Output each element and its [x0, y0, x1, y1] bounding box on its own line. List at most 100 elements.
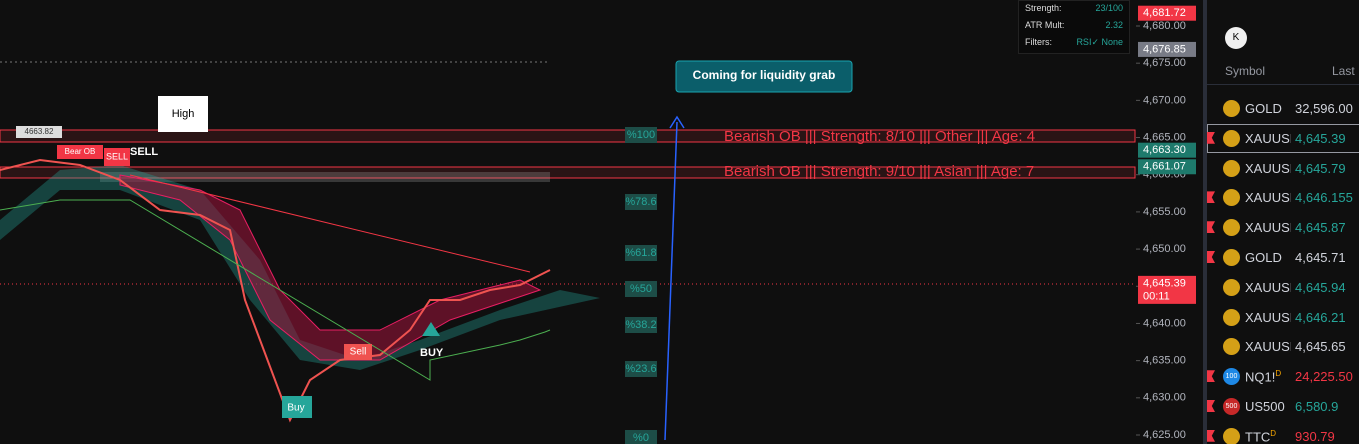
- watchlist-row[interactable]: 100 NQ1!D 24,225.50: [1207, 362, 1359, 391]
- watchlist-row[interactable]: XAUUSD 4,645.65: [1207, 332, 1359, 361]
- symbol-name: XAUUSD: [1245, 160, 1291, 176]
- tick-label: 4,635.00: [1143, 355, 1186, 367]
- stop-line: [0, 199, 551, 381]
- symbol-name: XAUUSD: [1245, 130, 1291, 146]
- sell-label: Sell: [350, 347, 367, 358]
- flag: [1207, 131, 1215, 144]
- fib-box: [625, 317, 657, 333]
- level-box: [16, 126, 62, 138]
- tick-label: 4,640.00: [1143, 317, 1186, 329]
- panel-key: Strength:: [1025, 3, 1062, 13]
- tick-label: 4,655.00: [1143, 206, 1186, 218]
- tick-label: 4,650.00: [1143, 243, 1186, 255]
- symbol: GOLD: [1245, 250, 1291, 265]
- flag: [1207, 429, 1215, 442]
- symbol: XAUUSD: [1245, 161, 1291, 176]
- last-price: 4,645.65: [1295, 339, 1346, 355]
- symbol-icon: [1223, 129, 1240, 147]
- tick-label: 4,625.00: [1143, 429, 1186, 441]
- note: Coming for liquidity grab: [693, 68, 836, 82]
- tick-label: 4,665.00: [1143, 131, 1186, 143]
- ob-zone: [0, 129, 1136, 143]
- fib-box: [625, 194, 657, 210]
- price-tag-label: 4,676.85: [1143, 43, 1186, 55]
- band: [119, 174, 542, 361]
- symbol: XAUUSD: [1245, 310, 1291, 325]
- tick-label: 4,675.00: [1143, 57, 1186, 69]
- symbol-name: XAUUSD: [1245, 309, 1291, 325]
- price-tag-label: 4,663.30: [1143, 144, 1186, 156]
- fib-box: [625, 361, 657, 377]
- price-tag: [1138, 159, 1196, 175]
- ob-zone: [0, 166, 1136, 179]
- buy-arrow: [422, 322, 440, 336]
- buy-label: BUY: [420, 347, 444, 359]
- high-box: [158, 96, 208, 132]
- watchlist-row[interactable]: XAUUSD 4,645.79: [1207, 154, 1359, 183]
- watchlist-row[interactable]: 500 US500 6,580.9: [1207, 392, 1359, 421]
- symbol: XAUUSD: [1245, 280, 1291, 295]
- symbol-name: GOLD: [1245, 101, 1282, 116]
- fib-label: %100: [627, 129, 655, 141]
- symbol-name: TTC: [1245, 428, 1271, 444]
- indicator-panel: Strength: 23/100 ATR Mult: 2.32 Filters: RSI✓…: [1018, 0, 1130, 54]
- symbol: XAUUSD: [1245, 190, 1291, 205]
- watchlist-row[interactable]: TTCD 930.79: [1207, 422, 1359, 444]
- fib-label: %0: [633, 432, 649, 444]
- watchlist-row[interactable]: XAUUSD 4,646.21: [1207, 303, 1359, 332]
- price-tag-label: 4,645.39: [1143, 277, 1186, 289]
- fib-box: [625, 281, 657, 297]
- symbol: TTCD: [1245, 429, 1291, 444]
- symbol: NQ1!D: [1245, 369, 1291, 384]
- symbol-icon: [1223, 219, 1240, 237]
- flag: [1207, 251, 1215, 263]
- tag: [104, 148, 130, 166]
- tag: [57, 145, 103, 159]
- watchlist-row[interactable]: GOLD 4,645.71: [1207, 243, 1359, 272]
- badge: D: [1275, 369, 1282, 379]
- fib-labels: %100 %78.6 %61.8 %50 %38.2 %23.6 %0: [625, 127, 657, 444]
- panel-value: RSI✓ None: [1076, 37, 1123, 47]
- arrow-head: [669, 115, 685, 129]
- ob-label: Bearish OB ||| Strength: 8/10 ||| Other …: [724, 128, 1035, 145]
- watchlist-row[interactable]: XAUUSD 4,645.39: [1207, 123, 1359, 153]
- last-price: 4,645.79: [1295, 160, 1346, 176]
- flag: [1207, 370, 1215, 383]
- symbol-icon: [1223, 249, 1240, 266]
- tick-label: 4,680.00: [1143, 20, 1186, 32]
- note-box: [675, 60, 853, 93]
- price-timer: 00:11: [1143, 290, 1170, 302]
- symbol: GOLD: [1245, 101, 1291, 116]
- level-label: 4663.82: [25, 127, 54, 136]
- symbol-name: XAUUSD: [1245, 279, 1291, 295]
- symbol-name: US500: [1245, 399, 1285, 414]
- tag: [282, 396, 312, 418]
- fib-box: [625, 127, 657, 143]
- symbol: US500: [1245, 399, 1291, 414]
- band: [0, 165, 600, 370]
- price-tag: [1138, 142, 1196, 158]
- high-label: High: [172, 108, 195, 120]
- symbol: XAUUSD: [1245, 220, 1291, 235]
- tick-label: 4,670.00: [1143, 94, 1186, 106]
- last-price: 4,646.21: [1295, 309, 1346, 325]
- last-price: 24,225.50: [1295, 369, 1353, 385]
- last-price: 4,645.94: [1295, 279, 1346, 295]
- symbol-icon: [1223, 189, 1240, 207]
- k-button[interactable]: K: [1225, 27, 1247, 49]
- symbol-name: XAUUSD: [1245, 220, 1291, 236]
- panel-value: 23/100: [1095, 3, 1123, 13]
- symbol-name: XAUUSD: [1245, 190, 1291, 206]
- watchlist-row[interactable]: XAUUSD 4,646.155: [1207, 183, 1359, 212]
- watchlist-row[interactable]: XAUUSD 4,645.94: [1207, 273, 1359, 302]
- watchlist-row[interactable]: XAUUSD 4,645.87: [1207, 213, 1359, 242]
- panel-row: Strength: 23/100: [1019, 1, 1129, 18]
- symbol-icon: 100: [1223, 368, 1240, 386]
- watchlist: K Symbol Last GOLD 32,596.00 XAUUSD 4,645.3…: [1203, 0, 1359, 444]
- bear-ob-label: Bear OB: [65, 147, 96, 156]
- tick-label: 4,630.00: [1143, 392, 1186, 404]
- watchlist-row[interactable]: GOLD 32,596.00: [1207, 94, 1359, 123]
- symbol-name: GOLD: [1245, 250, 1282, 265]
- price-tag-label: 4,681.72: [1143, 7, 1186, 19]
